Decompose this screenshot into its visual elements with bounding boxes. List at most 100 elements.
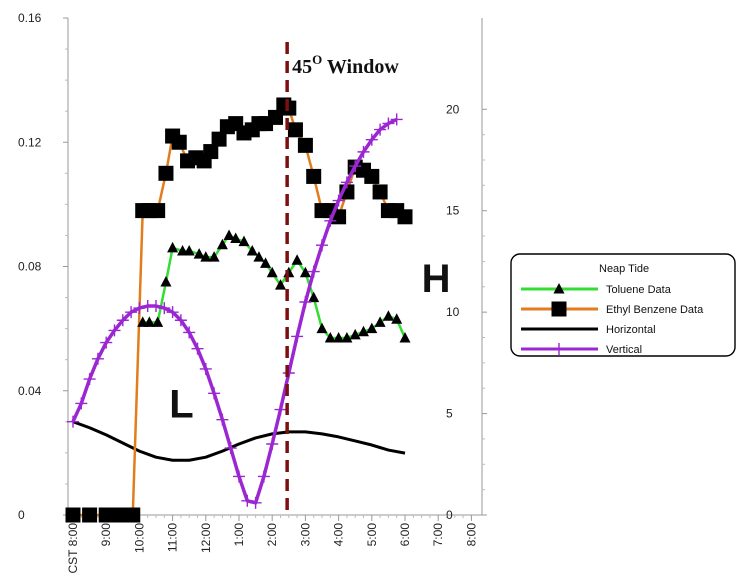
series-vertical	[67, 113, 403, 509]
data-point	[316, 322, 328, 334]
data-point	[174, 314, 187, 327]
data-point	[116, 314, 129, 327]
data-point	[100, 336, 113, 349]
data-point	[167, 241, 179, 253]
x-tick-label: 6:00	[398, 523, 412, 547]
data-point	[75, 397, 88, 410]
left-tick-label: 0.12	[18, 135, 42, 149]
data-point	[238, 235, 250, 247]
data-point	[253, 251, 265, 262]
data-point	[83, 373, 96, 386]
data-point	[332, 194, 345, 207]
data-point	[365, 133, 378, 146]
plot-frame	[67, 18, 483, 516]
series-ethyl-benzene-data	[65, 97, 413, 523]
data-point	[98, 507, 114, 523]
series-line	[142, 234, 407, 340]
series-layer	[65, 97, 413, 523]
data-point	[275, 279, 286, 290]
data-point	[260, 257, 272, 268]
legend-label: Vertical	[606, 344, 642, 356]
data-point	[287, 122, 303, 138]
x-tick-label: 7:00	[431, 523, 445, 547]
data-point	[67, 415, 79, 428]
data-point	[397, 209, 413, 225]
data-point	[91, 352, 104, 365]
data-point	[382, 117, 395, 130]
x-tick-label: 4:00	[332, 523, 346, 547]
data-point	[249, 496, 262, 509]
legend-title: Neap Tide	[599, 263, 649, 275]
x-tick-label: 5:00	[365, 523, 379, 547]
data-point	[223, 229, 235, 240]
data-point	[551, 301, 567, 317]
x-tick-label: 11:00	[166, 523, 180, 552]
left-y-axis: 0 0.04 0.08 0.12 0.16	[18, 11, 68, 522]
data-point	[266, 266, 278, 278]
left-tick-label: 0	[18, 508, 25, 522]
data-point	[316, 239, 328, 252]
data-point	[324, 214, 337, 227]
data-point	[246, 244, 258, 256]
data-point	[193, 248, 205, 259]
legend-entry: Toluene Data	[521, 283, 672, 296]
data-point	[299, 266, 311, 278]
series-line	[72, 420, 406, 462]
data-point	[324, 331, 336, 343]
left-tick-label: 0.16	[18, 11, 42, 25]
data-point	[364, 168, 380, 184]
data-point	[160, 276, 172, 287]
data-point	[291, 330, 304, 343]
data-point	[266, 438, 279, 450]
series-toluene-data	[137, 229, 411, 343]
data-point	[203, 144, 219, 160]
data-point	[349, 328, 361, 340]
legend-entry: Vertical	[521, 343, 642, 356]
data-point	[308, 291, 320, 303]
legend-label: Ethyl Benzene Data	[606, 304, 704, 316]
data-point	[341, 331, 353, 343]
legend-label: Horizontal	[606, 324, 656, 336]
data-point	[366, 322, 378, 334]
data-point	[349, 160, 362, 173]
data-point	[125, 306, 138, 319]
data-point	[199, 362, 212, 375]
data-point	[125, 507, 141, 523]
legend-entry: Ethyl Benzene Data	[521, 301, 704, 317]
data-point	[291, 254, 303, 265]
data-point	[158, 302, 171, 315]
data-point	[211, 131, 227, 147]
data-point	[191, 342, 204, 355]
data-point	[150, 203, 166, 219]
data-point	[166, 306, 179, 319]
data-point	[224, 442, 237, 455]
data-point	[382, 310, 394, 321]
data-point	[340, 176, 353, 189]
legend-entry: Horizontal	[521, 324, 656, 336]
right-tick-label: 15	[446, 204, 460, 218]
data-point	[297, 137, 313, 153]
x-tick-label: 12:00	[199, 523, 213, 553]
data-point	[183, 244, 195, 256]
data-point	[306, 168, 322, 184]
x-tick-label: CST 8:00	[66, 523, 80, 574]
data-point	[143, 316, 155, 327]
data-point	[208, 251, 220, 262]
x-tick-label: 3:00	[298, 523, 312, 547]
data-point	[257, 470, 270, 483]
data-point	[299, 296, 312, 308]
data-point	[216, 238, 228, 250]
window-label-suffix: Window	[322, 56, 399, 78]
data-point	[133, 302, 146, 315]
data-point	[358, 325, 369, 337]
annotations: 45O Window L H	[169, 42, 450, 515]
data-point	[150, 300, 162, 313]
data-point	[357, 145, 370, 158]
right-tick-label: 5	[446, 407, 453, 421]
data-point	[230, 232, 242, 244]
data-point	[82, 507, 98, 523]
data-point	[307, 265, 320, 278]
data-point	[108, 324, 121, 337]
left-tick-label: 0.04	[18, 384, 42, 398]
